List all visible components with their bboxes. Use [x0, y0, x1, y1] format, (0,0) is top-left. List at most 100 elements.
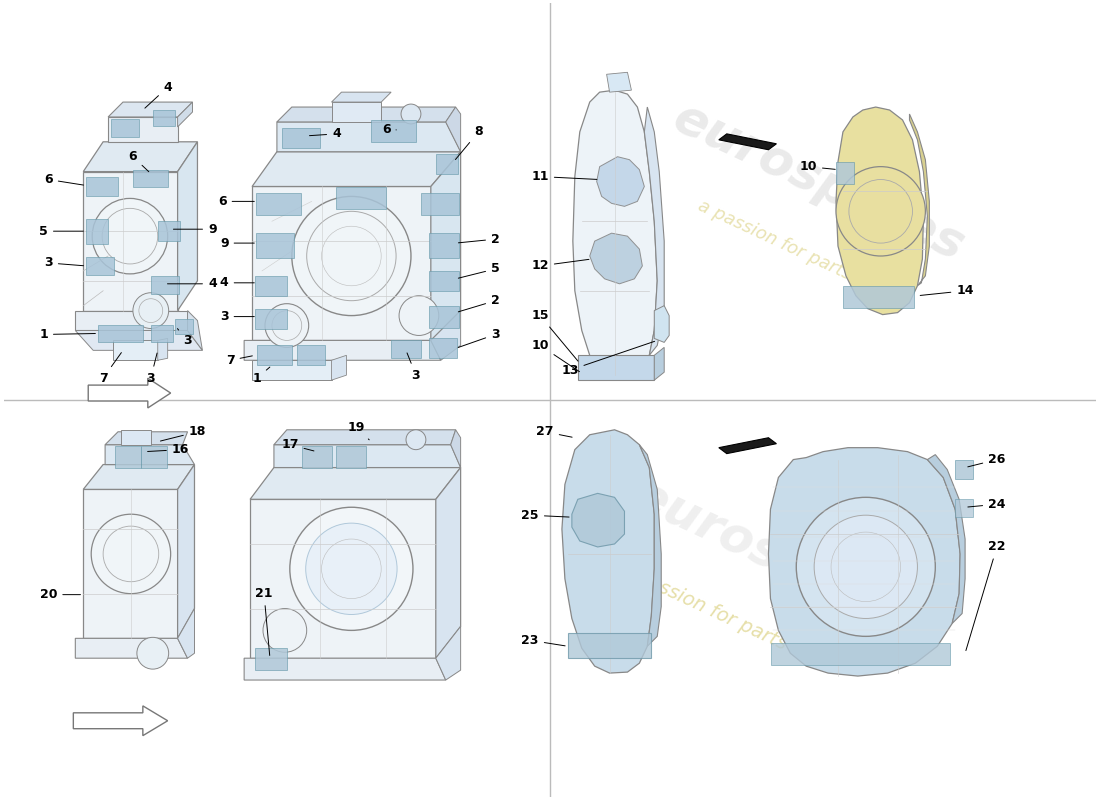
Text: 3: 3 [44, 257, 84, 270]
Polygon shape [75, 638, 187, 658]
Bar [175, 318, 192, 334]
Text: 25: 25 [521, 509, 569, 522]
Text: eurospares: eurospares [625, 470, 932, 647]
Bar [256, 233, 294, 258]
Polygon shape [177, 609, 195, 658]
Circle shape [399, 296, 439, 335]
Polygon shape [274, 430, 455, 445]
Bar [429, 338, 456, 358]
Polygon shape [106, 445, 195, 465]
Text: 16: 16 [147, 443, 189, 456]
Text: 27: 27 [537, 426, 572, 438]
Circle shape [814, 515, 917, 618]
Polygon shape [431, 152, 461, 341]
Circle shape [306, 523, 397, 614]
Bar [955, 459, 974, 479]
Polygon shape [252, 186, 431, 341]
Text: 19: 19 [348, 422, 370, 440]
Polygon shape [446, 107, 461, 152]
Circle shape [289, 507, 412, 630]
Polygon shape [84, 171, 177, 310]
Text: 10: 10 [531, 339, 580, 372]
Bar [98, 325, 143, 342]
Polygon shape [590, 233, 642, 284]
Text: 3: 3 [459, 328, 499, 347]
Bar [141, 446, 167, 467]
Text: 6: 6 [382, 123, 396, 136]
Bar [771, 643, 950, 665]
Polygon shape [910, 114, 930, 286]
Text: 21: 21 [255, 587, 273, 655]
Text: 20: 20 [40, 588, 80, 601]
Polygon shape [75, 330, 202, 350]
Text: 12: 12 [531, 259, 588, 273]
Circle shape [92, 198, 167, 274]
Text: 4: 4 [220, 276, 254, 290]
Text: a passion for parts since: a passion for parts since [695, 196, 902, 306]
Circle shape [136, 638, 168, 669]
Polygon shape [578, 355, 654, 380]
Bar [133, 170, 167, 187]
Polygon shape [121, 430, 151, 445]
Circle shape [265, 304, 309, 347]
Bar [429, 271, 459, 290]
Text: 4: 4 [309, 127, 341, 140]
Polygon shape [836, 107, 923, 314]
Polygon shape [84, 142, 198, 171]
Circle shape [263, 609, 307, 652]
Polygon shape [187, 310, 202, 350]
Polygon shape [606, 72, 631, 92]
Bar [282, 128, 320, 148]
Polygon shape [106, 432, 187, 445]
Polygon shape [572, 494, 625, 547]
Polygon shape [177, 465, 195, 638]
Polygon shape [108, 117, 177, 142]
Polygon shape [596, 157, 645, 206]
Bar [255, 309, 287, 329]
Text: 1: 1 [40, 328, 96, 341]
Bar [392, 341, 421, 358]
Polygon shape [573, 90, 658, 375]
Polygon shape [645, 107, 664, 355]
Polygon shape [84, 465, 195, 490]
Text: 4: 4 [145, 81, 172, 108]
Text: 10: 10 [800, 160, 835, 173]
Polygon shape [108, 102, 192, 117]
Bar [436, 154, 458, 174]
Text: 9: 9 [174, 222, 217, 236]
Text: 2: 2 [459, 233, 499, 246]
Polygon shape [88, 378, 170, 408]
Bar [429, 306, 459, 327]
Text: 6: 6 [44, 173, 84, 186]
Text: 5: 5 [459, 262, 499, 278]
Text: 8: 8 [455, 126, 483, 159]
Text: 3: 3 [220, 310, 254, 323]
Polygon shape [718, 134, 777, 150]
Text: 3: 3 [407, 353, 420, 382]
Text: 24: 24 [968, 498, 1005, 510]
Circle shape [91, 514, 170, 594]
Polygon shape [331, 102, 382, 122]
Circle shape [402, 104, 421, 124]
Polygon shape [250, 499, 436, 658]
Polygon shape [244, 658, 446, 680]
Bar [337, 187, 386, 210]
Bar [255, 648, 287, 670]
Polygon shape [75, 310, 187, 330]
Polygon shape [74, 706, 167, 736]
Text: 3: 3 [146, 353, 157, 385]
Polygon shape [451, 430, 461, 467]
Bar [843, 286, 914, 308]
Text: 23: 23 [521, 634, 565, 647]
Text: 5: 5 [40, 225, 84, 238]
Bar [153, 110, 175, 126]
Polygon shape [769, 448, 960, 676]
Polygon shape [177, 142, 198, 310]
Bar [86, 219, 108, 244]
Bar [151, 276, 178, 294]
Bar [111, 119, 139, 137]
Bar [86, 177, 118, 197]
Polygon shape [654, 347, 664, 380]
Polygon shape [277, 122, 461, 152]
Bar [421, 194, 459, 215]
